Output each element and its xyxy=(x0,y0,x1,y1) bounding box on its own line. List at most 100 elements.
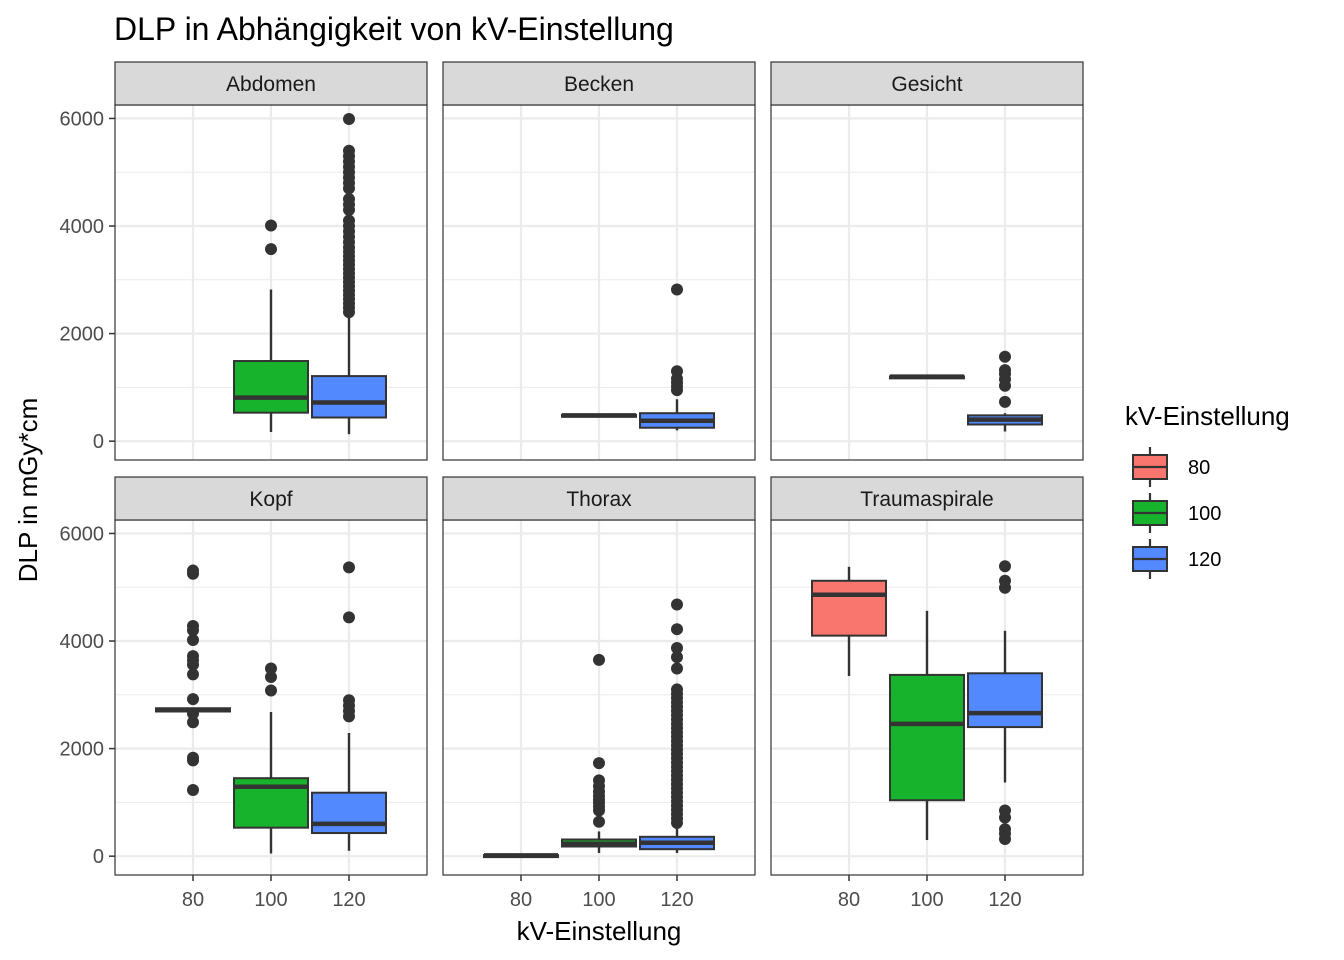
strip-label: Abdomen xyxy=(226,73,316,96)
outlier-point xyxy=(999,350,1011,363)
outlier-point xyxy=(999,574,1011,587)
y-tick-label: 6000 xyxy=(60,108,105,130)
outlier-point xyxy=(671,283,683,296)
chart-title: DLP in Abhängigkeit von kV-Einstellung xyxy=(114,11,674,47)
y-tick-label: 2000 xyxy=(60,739,105,761)
box-iqr xyxy=(811,579,887,637)
strip-background xyxy=(770,61,1084,106)
y-tick-label: 6000 xyxy=(60,523,105,545)
facet-kopf: Kopf 0 2000 4000 6000 80 100 120 xyxy=(60,476,428,911)
strip-background xyxy=(114,61,428,106)
outlier-point xyxy=(671,598,683,611)
x-axis-title: kV-Einstellung xyxy=(517,916,682,946)
outlier-point xyxy=(671,651,683,664)
y-axis-title: DLP in mGy*cm xyxy=(13,398,43,582)
legend-title: kV-Einstellung xyxy=(1125,401,1290,431)
legend-item-80: 80 xyxy=(1132,447,1210,487)
strip-label: Kopf xyxy=(249,488,292,511)
outlier-point xyxy=(265,671,277,684)
outlier-point xyxy=(343,611,355,624)
outlier-point xyxy=(187,693,199,706)
box-abdomen-120 xyxy=(311,112,387,435)
outlier-point xyxy=(187,668,199,681)
strip-background xyxy=(770,476,1084,521)
outlier-point xyxy=(265,662,277,675)
outlier-point xyxy=(187,751,199,764)
outlier-point xyxy=(343,144,355,157)
outlier-point xyxy=(671,642,683,655)
facet-panels: Abdomen 0 2000 4000 6000 Becken Gesicht Kopf 0 20… xyxy=(60,61,1084,911)
outlier-point xyxy=(671,683,683,696)
outlier-point xyxy=(671,623,683,636)
facet-traumaspirale: Traumaspirale 80 100 120 xyxy=(770,476,1084,911)
outlier-point xyxy=(999,804,1011,817)
legend-label: 100 xyxy=(1188,503,1221,525)
y-tick-label: 4000 xyxy=(60,216,105,238)
strip-label: Becken xyxy=(564,73,634,96)
outlier-point xyxy=(343,112,355,125)
x-tick-label: 80 xyxy=(182,889,204,911)
box-kopf-100 xyxy=(233,662,309,854)
x-tick-label: 80 xyxy=(838,889,860,911)
x-tick-label: 120 xyxy=(332,889,365,911)
box-thorax-100 xyxy=(561,653,637,853)
box-iqr xyxy=(311,791,387,835)
outlier-point xyxy=(343,561,355,574)
y-tick-label: 0 xyxy=(93,431,104,453)
outlier-point xyxy=(343,694,355,707)
box-iqr xyxy=(889,673,965,802)
y-tick-label: 0 xyxy=(93,846,104,868)
legend: kV-Einstellung 80 100 120 xyxy=(1125,401,1290,579)
x-tick-label: 100 xyxy=(582,889,615,911)
box-iqr xyxy=(311,375,387,419)
facet-becken: Becken xyxy=(442,61,756,461)
box-traumaspirale-120 xyxy=(967,560,1043,845)
box-abdomen-100 xyxy=(233,219,309,433)
box-traumaspirale-80 xyxy=(811,566,887,676)
outlier-point xyxy=(593,757,605,770)
outlier-point xyxy=(265,219,277,232)
box-iqr xyxy=(233,360,309,414)
box-becken-120 xyxy=(639,283,715,431)
outlier-point xyxy=(265,243,277,256)
outlier-point xyxy=(999,395,1011,408)
outlier-point xyxy=(999,560,1011,573)
facet-gesicht: Gesicht xyxy=(770,61,1084,461)
outlier-point xyxy=(187,716,199,729)
box-thorax-120 xyxy=(639,598,715,853)
strip-background xyxy=(114,476,428,521)
outlier-point xyxy=(671,662,683,675)
x-tick-label: 80 xyxy=(510,889,532,911)
outlier-point xyxy=(187,564,199,577)
outlier-point xyxy=(593,774,605,787)
outlier-point xyxy=(187,707,199,720)
box-gesicht-100 xyxy=(889,374,965,380)
box-kopf-80 xyxy=(155,564,231,797)
y-tick-label: 4000 xyxy=(60,631,105,653)
box-thorax-80 xyxy=(483,853,559,859)
strip-label: Traumaspirale xyxy=(860,488,993,511)
outlier-point xyxy=(343,214,355,227)
outlier-point xyxy=(187,650,199,663)
box-gesicht-120 xyxy=(967,350,1043,432)
strip-label: Gesicht xyxy=(891,73,962,96)
strip-label: Thorax xyxy=(566,488,632,511)
x-tick-label: 120 xyxy=(988,889,1021,911)
box-kopf-120 xyxy=(311,561,387,851)
outlier-point xyxy=(187,633,199,646)
x-tick-label: 120 xyxy=(660,889,693,911)
strip-background xyxy=(442,61,756,106)
outlier-point xyxy=(593,815,605,828)
legend-label: 80 xyxy=(1188,457,1210,479)
outlier-point xyxy=(343,193,355,206)
strip-background xyxy=(442,476,756,521)
outlier-point xyxy=(187,619,199,632)
legend-item-120: 120 xyxy=(1132,539,1221,579)
legend-label: 120 xyxy=(1188,549,1221,571)
outlier-point xyxy=(265,684,277,697)
box-traumaspirale-100 xyxy=(889,610,965,841)
outlier-point xyxy=(671,365,683,378)
outlier-point xyxy=(187,784,199,797)
x-tick-label: 100 xyxy=(910,889,943,911)
